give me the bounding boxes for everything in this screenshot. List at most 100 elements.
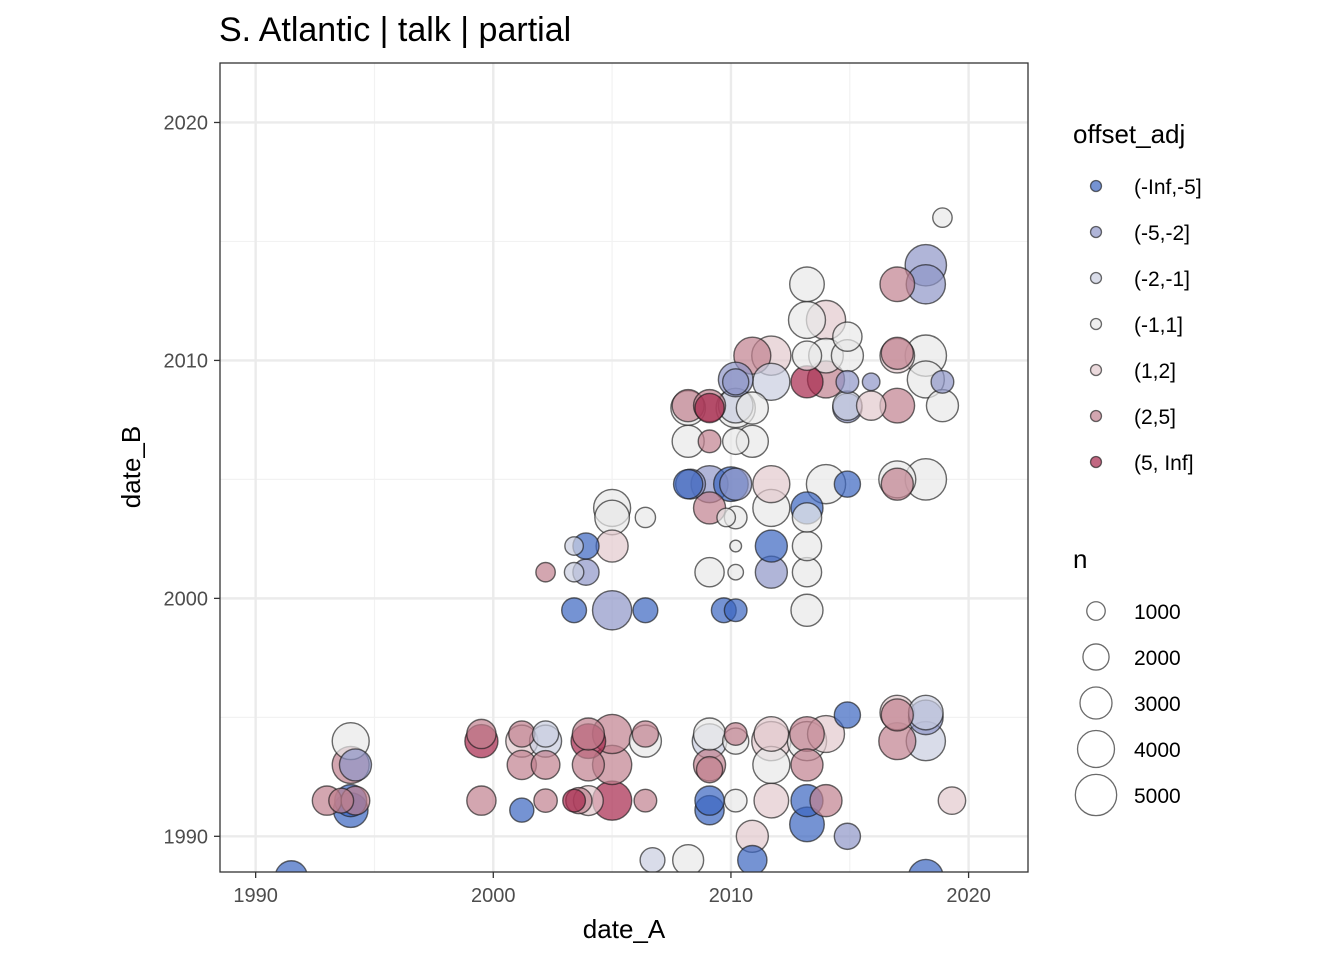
data-point	[729, 539, 743, 553]
data-point	[694, 392, 725, 424]
data-point	[753, 782, 790, 819]
data-point	[833, 822, 862, 851]
data-point	[833, 470, 862, 498]
data-point	[723, 788, 748, 813]
data-point	[508, 720, 536, 748]
legend-size-key	[1076, 729, 1116, 769]
chart-title: S. Atlantic | talk | partial	[219, 11, 571, 49]
legend-color-key	[1089, 271, 1103, 285]
legend-color-key	[1089, 455, 1103, 469]
data-point	[571, 748, 606, 782]
data-point	[809, 783, 843, 818]
data-point	[466, 785, 497, 816]
data-point	[560, 597, 588, 624]
data-point	[633, 788, 658, 813]
data-point	[721, 368, 750, 396]
data-point	[672, 468, 704, 500]
legend-color: offset_adj (-Inf,-5] (-5,-2] (-2,-1] (-1,1]…	[1073, 119, 1202, 475]
y-tick-label: 1990	[164, 826, 209, 848]
data-point	[694, 556, 725, 588]
data-point	[563, 561, 585, 583]
data-point	[930, 369, 955, 394]
data-point	[753, 716, 790, 752]
y-tick-label: 2010	[164, 350, 209, 372]
data-point	[595, 529, 629, 563]
data-point	[791, 530, 823, 562]
legend-size-key	[1074, 773, 1118, 817]
legend-color-items: (-Inf,-5] (-5,-2] (-2,-1] (-1,1] (1,2] (2,5] (…	[1089, 176, 1202, 475]
data-point	[695, 755, 724, 784]
legend-size-title: n	[1073, 544, 1087, 574]
grid-minor	[220, 63, 1028, 872]
legend-color-label: (-1,1]	[1134, 314, 1183, 337]
data-point	[789, 716, 825, 752]
x-axis-title: date_A	[583, 914, 666, 944]
data-point	[791, 556, 823, 588]
y-tick-label: 2000	[164, 588, 209, 610]
data-points	[275, 207, 967, 872]
legend-color-label: (1,2]	[1134, 360, 1176, 383]
data-point	[535, 561, 556, 583]
data-point	[328, 787, 355, 814]
data-point	[789, 266, 825, 303]
grid-major	[220, 63, 1028, 872]
data-point	[631, 720, 660, 748]
data-point	[752, 745, 791, 785]
data-point	[672, 843, 705, 872]
data-point	[530, 749, 561, 780]
legend-color-label: (5, Inf]	[1134, 452, 1194, 475]
x-tick-label: 1990	[233, 885, 278, 907]
data-point	[564, 536, 585, 556]
data-point	[791, 502, 823, 533]
data-point	[723, 721, 748, 747]
legend-color-title: offset_adj	[1073, 119, 1185, 149]
legend-color-key	[1089, 363, 1103, 377]
data-point	[833, 701, 862, 729]
data-point	[533, 788, 558, 814]
data-point	[737, 844, 768, 872]
data-point	[727, 563, 745, 581]
data-point	[932, 207, 953, 229]
legend-color-key	[1089, 225, 1103, 239]
legend-size-label: 3000	[1134, 693, 1181, 716]
legend-color-label: (-Inf,-5]	[1134, 176, 1202, 199]
legend-size-label: 5000	[1134, 785, 1181, 808]
legend-size-items: 1000 2000 3000 4000 5000	[1074, 601, 1181, 817]
data-point	[835, 369, 860, 394]
data-point	[692, 717, 727, 751]
legend-size-label: 1000	[1134, 601, 1181, 624]
data-point	[723, 598, 748, 623]
data-point	[632, 597, 659, 624]
data-point	[571, 717, 606, 751]
legend-size: n 1000 2000 3000 4000 5000	[1073, 544, 1181, 817]
data-point	[925, 388, 960, 423]
legend-color-label: (-5,-2]	[1134, 222, 1190, 245]
data-point	[861, 372, 881, 392]
data-point	[697, 429, 722, 454]
y-tick-label: 2020	[164, 112, 209, 134]
data-point	[880, 467, 914, 501]
data-point	[338, 748, 373, 782]
x-tick-label: 2010	[709, 885, 754, 907]
data-point	[509, 797, 535, 823]
legend-color-key	[1089, 409, 1103, 423]
data-point	[639, 847, 666, 872]
data-point	[275, 860, 308, 872]
panel-border	[219, 62, 1029, 873]
data-point	[718, 467, 753, 501]
data-point	[880, 336, 914, 370]
data-point	[721, 427, 750, 456]
x-axis: 1990 2000 2010 2020	[233, 872, 991, 907]
legend-color-key	[1089, 317, 1103, 331]
data-point	[937, 786, 967, 816]
data-point	[879, 266, 916, 303]
y-axis: 1990 2000 2010 2020	[164, 112, 220, 848]
data-point	[790, 593, 824, 627]
x-tick-label: 2000	[471, 885, 516, 907]
y-axis-title: date_B	[116, 426, 146, 508]
data-point	[466, 718, 497, 750]
legend-color-label: (2,5]	[1134, 406, 1176, 429]
data-point	[787, 300, 827, 340]
plot-panel	[219, 62, 1029, 873]
legend-size-key	[1079, 686, 1113, 720]
